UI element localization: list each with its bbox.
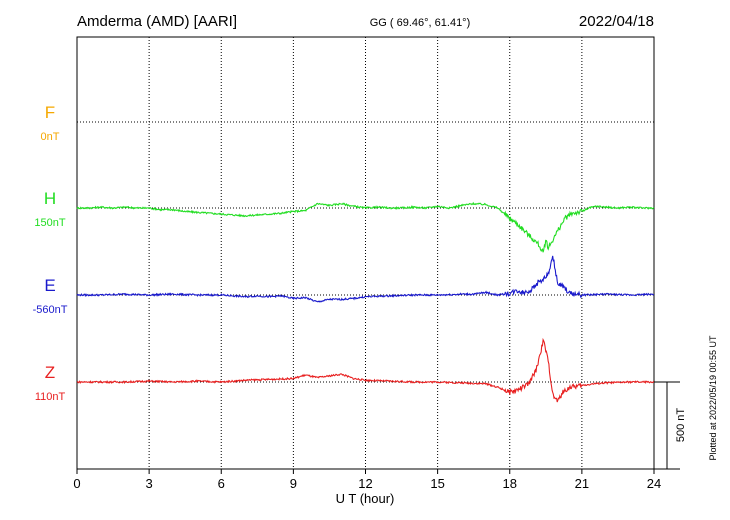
x-tick-label: 21 [575, 476, 589, 491]
x-tick-label: 9 [290, 476, 297, 491]
station-title: Amderma (AMD) [AARI] [77, 13, 237, 30]
channel-name-z: Z [45, 363, 55, 382]
grid-lines [77, 37, 654, 469]
x-tick-label: 12 [358, 476, 372, 491]
channel-baseline-h: 150nT [34, 217, 65, 229]
scale-bar-label: 500 nT [675, 408, 687, 443]
trace-e [76, 255, 655, 303]
scale-bar [654, 381, 680, 470]
plotted-timestamp: Plotted at 2022/05/19 00:55 UT [708, 335, 718, 461]
x-tick-label: 15 [430, 476, 444, 491]
x-tick-label: 3 [146, 476, 153, 491]
channel-name-f: F [45, 103, 55, 122]
channel-labels: F 0nT H 150nT E -560nT Z 110nT [33, 103, 68, 403]
x-tick-label: 6 [218, 476, 225, 491]
x-tick-label: 24 [647, 476, 661, 491]
trace-z [76, 337, 655, 403]
x-axis: 0 3 6 9 12 15 18 21 24 [73, 469, 661, 491]
channel-baseline-f: 0nT [41, 131, 60, 143]
date-label: 2022/04/18 [579, 13, 654, 30]
channel-name-h: H [44, 189, 56, 208]
channel-baseline-z: 110nT [35, 391, 66, 403]
x-tick-label: 18 [503, 476, 517, 491]
channel-name-e: E [44, 276, 55, 295]
channel-baseline-e: -560nT [33, 304, 68, 316]
traces [76, 201, 655, 403]
x-tick-label: 0 [73, 476, 80, 491]
coordinates-label: GG ( 69.46°, 61.41°) [370, 17, 471, 29]
trace-h [76, 201, 655, 253]
x-axis-title: U T (hour) [336, 491, 395, 506]
